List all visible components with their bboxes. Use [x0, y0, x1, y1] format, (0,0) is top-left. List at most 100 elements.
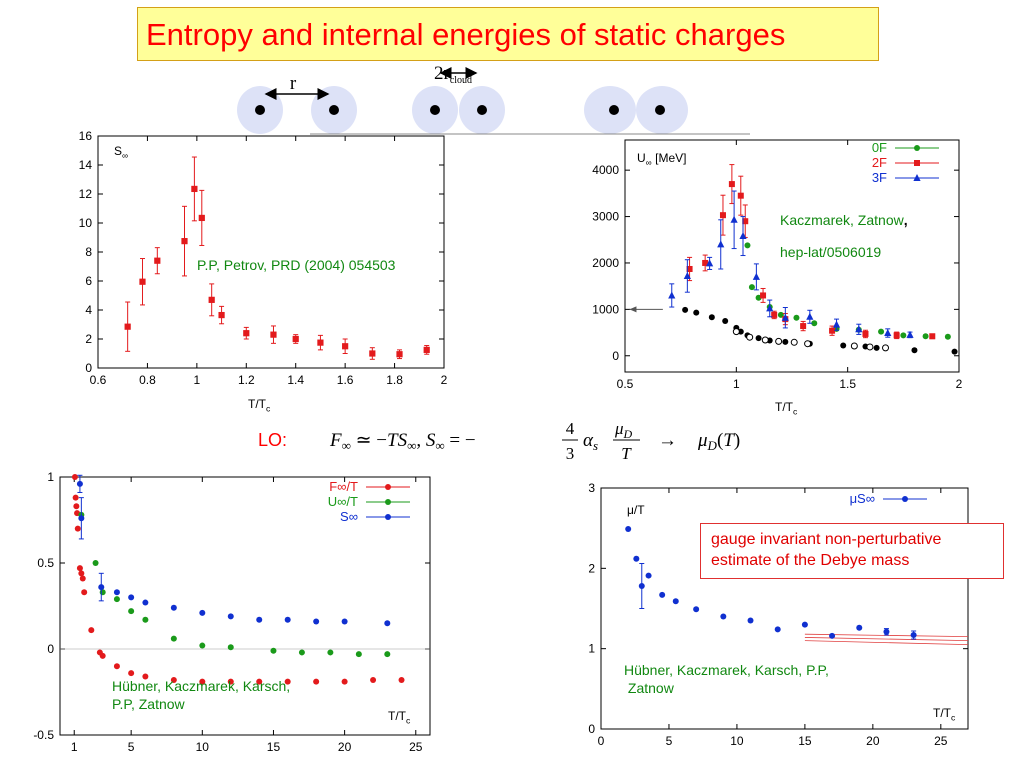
legend-marker [385, 514, 391, 520]
data-point [708, 314, 715, 321]
x-tick-label: 15 [267, 740, 281, 754]
charge-dot [609, 105, 619, 115]
data-point [113, 589, 120, 596]
formula-mu-d: μD [614, 419, 633, 441]
data-point [76, 480, 83, 487]
data-point [747, 617, 754, 624]
data-point [730, 215, 738, 223]
data-point [911, 347, 918, 354]
charge-diagram: r 2rcloud [230, 60, 760, 140]
series-S∞ [76, 474, 391, 627]
plot-frame [624, 139, 960, 373]
x-axis-label: T/Tc [933, 706, 956, 723]
reference-huebner-bl: Hübner, Kaczmarek, Karsch, P.P, Zatnow [112, 677, 290, 713]
data-point [884, 329, 892, 337]
data-point [737, 192, 744, 199]
data-point [81, 589, 88, 596]
data-point [76, 565, 83, 572]
y-tick-label: 3000 [592, 210, 619, 224]
y-tick-label: 1000 [592, 302, 619, 316]
x-tick-label: 1.2 [238, 373, 255, 387]
data-point [113, 663, 120, 670]
data-point [142, 616, 149, 623]
data-point [128, 670, 135, 677]
y-tick-label: 14 [79, 158, 93, 172]
data-point [199, 678, 206, 685]
formula-prefix: LO: [258, 430, 287, 450]
legend-marker [914, 145, 920, 151]
charge-dot [255, 105, 265, 115]
y-tick-label: 0 [612, 349, 619, 363]
reference-hep-lat: hep-lat/0506019 [780, 243, 930, 261]
plot-frame [59, 476, 431, 736]
charge-dot [477, 105, 487, 115]
data-point [752, 272, 760, 280]
data-point [396, 351, 403, 358]
data-point [142, 599, 149, 606]
data-point [208, 296, 215, 303]
formula-mu-of-t: μD(T) [697, 430, 740, 453]
data-point [99, 652, 106, 659]
reference-comma: , [903, 212, 908, 228]
data-point [170, 604, 177, 611]
x-axis-label: T/Tc [388, 709, 411, 726]
callout-line2: estimate of the Debye mass [711, 552, 910, 569]
data-point [832, 320, 841, 328]
data-point [672, 598, 679, 605]
data-point [668, 291, 676, 299]
legend-marker [385, 484, 391, 490]
x-tick-label: 10 [196, 740, 210, 754]
reference-petrov: P.P, Petrov, PRD (2004) 054503 [197, 256, 396, 274]
data-point [766, 304, 774, 312]
reference-kaczmarek-text: Kaczmarek, Zatnow [780, 212, 904, 228]
data-point [243, 330, 250, 337]
data-point [800, 323, 807, 330]
data-point [719, 212, 726, 219]
y-tick-label: 3 [588, 481, 595, 495]
formula-arrow: → [658, 430, 677, 451]
series-U∞/T [78, 511, 391, 658]
data-point [71, 474, 78, 480]
data-point [744, 242, 751, 249]
debye-mass-callout: gauge invariant non-perturbative estimat… [700, 523, 1004, 579]
legend-label: F∞/T [329, 479, 358, 494]
data-point [683, 271, 691, 279]
data-point [829, 632, 836, 639]
y-tick-label: 4000 [592, 163, 619, 177]
y-axis-label: U∞ [MeV] [637, 151, 687, 168]
data-point [686, 265, 693, 272]
data-point [720, 613, 727, 620]
data-point [198, 214, 205, 222]
data-point [862, 330, 869, 337]
x-tick-label: 5 [666, 734, 673, 748]
data-point [782, 338, 789, 345]
y-tick-label: 2000 [592, 256, 619, 270]
data-point [227, 613, 234, 620]
data-point [74, 525, 81, 532]
y-tick-label: 16 [79, 129, 93, 143]
data-point [761, 336, 769, 344]
y-tick-label: 0 [588, 722, 595, 736]
data-point [72, 494, 79, 501]
data-point [790, 338, 798, 346]
y-tick-label: 1 [47, 470, 54, 484]
legend-label: 0F [872, 140, 887, 155]
data-point [793, 314, 800, 321]
x-tick-label: 25 [934, 734, 948, 748]
data-point [906, 330, 914, 338]
x-tick-label: 1.4 [287, 373, 304, 387]
legend-label: 3F [872, 170, 887, 185]
data-point [728, 181, 735, 188]
lo-formula-svg: LO: F∞ ≃ −TS∞, S∞ = − 4 3 αs μD T → μD(T… [258, 419, 740, 463]
charge-dot [430, 105, 440, 115]
plot-frame [600, 487, 969, 730]
y-axis-label: μ/T [627, 503, 645, 517]
legend-marker [913, 174, 921, 181]
data-point [270, 331, 277, 338]
data-point [88, 627, 95, 634]
data-point [181, 238, 188, 245]
y-tick-label: 1 [588, 642, 595, 656]
data-point [801, 621, 808, 628]
data-point [313, 618, 320, 625]
x-tick-label: 15 [798, 734, 812, 748]
